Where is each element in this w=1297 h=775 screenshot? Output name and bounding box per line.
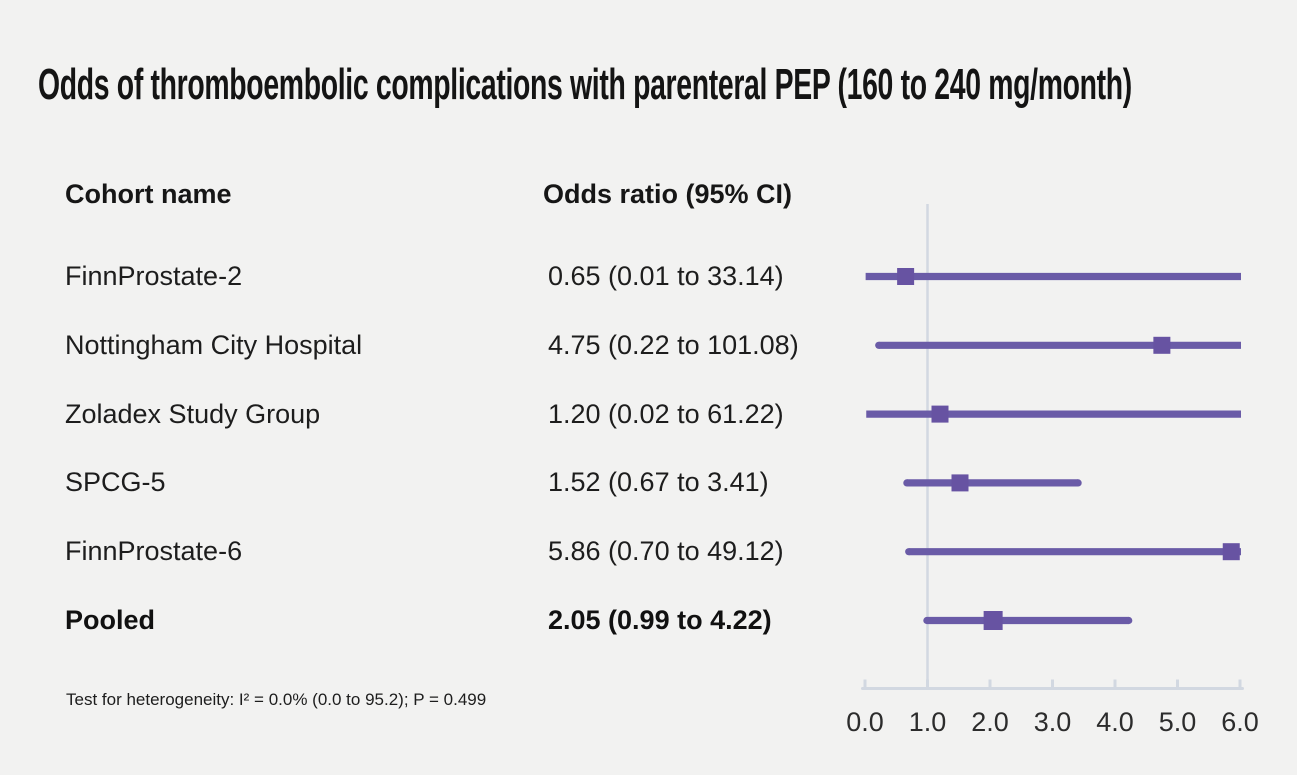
chart-title: Odds of thromboembolic complications wit… <box>38 60 1132 109</box>
cohort-name: Nottingham City Hospital <box>65 329 363 360</box>
axis-tick-label: 3.0 <box>1034 707 1072 737</box>
axis-tick-label: 2.0 <box>971 707 1009 737</box>
axis-tick-label: 5.0 <box>1159 707 1197 737</box>
or-marker <box>951 474 969 492</box>
axis-tick-label: 1.0 <box>909 707 947 737</box>
odds-ratio-value: 1.52 (0.67 to 3.41) <box>548 467 769 498</box>
odds-ratio-value: 4.75 (0.22 to 101.08) <box>548 329 799 360</box>
or-marker <box>931 405 949 423</box>
ci-bar-cap <box>875 341 883 349</box>
ci-bar-cap <box>903 479 911 487</box>
or-marker <box>1222 543 1240 561</box>
ci-bar-cap <box>1074 479 1082 487</box>
odds-ratio-value: 0.65 (0.01 to 33.14) <box>548 261 784 291</box>
odds-ratio-value: 1.20 (0.02 to 61.22) <box>548 398 784 429</box>
axis-tick-label: 0.0 <box>846 707 884 737</box>
cohort-name: Zoladex Study Group <box>65 398 321 429</box>
ci-bar-cap <box>905 548 913 556</box>
column-header-cohort-name: Cohort name <box>65 179 232 209</box>
axis-tick-label: 4.0 <box>1096 707 1134 737</box>
axis-tick-label: 6.0 <box>1221 707 1259 737</box>
or-marker <box>1153 336 1171 354</box>
cohort-name: FinnProstate-2 <box>65 261 243 291</box>
ci-bar-cap <box>1125 616 1133 625</box>
odds-ratio-value: 2.05 (0.99 to 4.22) <box>548 605 772 635</box>
column-header-odds-ratio: Odds ratio (95% CI) <box>543 179 793 209</box>
cohort-name: FinnProstate-6 <box>65 536 243 567</box>
cohort-name: Pooled <box>65 605 156 635</box>
or-marker <box>983 611 1003 630</box>
odds-ratio-value: 5.86 (0.70 to 49.12) <box>548 536 784 567</box>
heterogeneity-footnote: Test for heterogeneity: I² = 0.0% (0.0 t… <box>66 690 487 709</box>
cohort-name: SPCG-5 <box>65 467 166 498</box>
or-marker <box>897 268 915 285</box>
ci-bar-cap <box>923 616 931 625</box>
